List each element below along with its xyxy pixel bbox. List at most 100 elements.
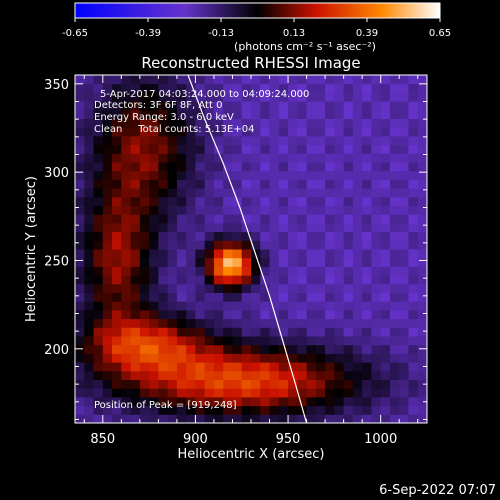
heatmap-cell — [195, 388, 206, 398]
heatmap-cell — [232, 118, 243, 128]
heatmap-cell — [149, 153, 159, 163]
heatmap-cell — [167, 153, 178, 163]
heatmap-cell — [251, 396, 261, 407]
heatmap-cell — [288, 127, 298, 137]
heatmap-cell — [278, 101, 289, 111]
heatmap-cell — [371, 266, 382, 276]
heatmap-cell — [315, 327, 326, 337]
heatmap-cell — [102, 170, 113, 180]
heatmap-cell — [84, 266, 95, 276]
heatmap-cell — [176, 396, 187, 407]
heatmap-cell — [149, 240, 159, 250]
heatmap-cell — [399, 327, 409, 337]
heatmap-cell — [93, 170, 104, 180]
heatmap-cell — [176, 309, 187, 320]
heatmap-cell — [130, 231, 141, 241]
heatmap-cell — [343, 118, 354, 128]
heatmap-cell — [139, 170, 150, 180]
heatmap-cell — [380, 283, 391, 293]
heatmap-cell — [334, 75, 345, 85]
heatmap-cell — [315, 388, 326, 398]
heatmap-cell — [232, 144, 243, 154]
heatmap-cell — [112, 405, 122, 415]
heatmap-cell — [75, 292, 85, 302]
heatmap-cell — [213, 309, 224, 320]
heatmap-cell — [389, 370, 400, 380]
heatmap-cell — [278, 75, 289, 85]
heatmap-cell — [325, 222, 335, 233]
heatmap-cell — [158, 275, 169, 285]
heatmap-cell — [176, 135, 187, 146]
heatmap-cell — [306, 240, 317, 250]
heatmap-cell — [112, 353, 122, 363]
heatmap-cell — [343, 414, 354, 423]
heatmap-cell — [362, 414, 372, 423]
heatmap-cell — [241, 92, 252, 102]
heatmap-cell — [102, 231, 113, 241]
heatmap-cell — [213, 188, 224, 198]
heatmap-cell — [121, 301, 132, 311]
heatmap-cell — [93, 309, 104, 320]
heatmap-cell — [325, 92, 335, 102]
heatmap-cell — [130, 257, 141, 267]
heatmap-cell — [362, 135, 372, 146]
heatmap-cell — [102, 266, 113, 276]
heatmap-cell — [297, 135, 308, 146]
heatmap-cell — [213, 336, 224, 346]
heatmap-cell — [186, 214, 196, 224]
y-tick-label: 250 — [44, 254, 69, 269]
heatmap-cell — [84, 318, 95, 328]
heatmap-cell — [130, 362, 141, 372]
heatmap-cell — [213, 205, 224, 215]
heatmap-cell — [251, 275, 261, 285]
heatmap-cell — [130, 266, 141, 276]
heatmap-cell — [297, 414, 308, 423]
heatmap-cell — [121, 336, 132, 346]
heatmap-cell — [93, 336, 104, 346]
heatmap-cell — [417, 388, 427, 398]
heatmap-cell — [297, 240, 308, 250]
heatmap-cell — [186, 231, 196, 241]
heatmap-cell — [251, 240, 261, 250]
heatmap-cell — [334, 109, 345, 119]
heatmap-cell — [315, 222, 326, 233]
heatmap-cell — [130, 301, 141, 311]
heatmap-cell — [93, 127, 104, 137]
heatmap-cell — [149, 396, 159, 407]
heatmap-cell — [417, 135, 427, 146]
heatmap-cell — [399, 179, 409, 189]
heatmap-cell — [84, 179, 95, 189]
heatmap-cell — [158, 362, 169, 372]
heatmap-cell — [325, 170, 335, 180]
heatmap-cell — [241, 283, 252, 293]
heatmap-cell — [325, 318, 335, 328]
heatmap-cell — [278, 336, 289, 346]
heatmap-cell — [130, 370, 141, 380]
heatmap-cell — [380, 144, 391, 154]
heatmap-cell — [362, 301, 372, 311]
heatmap-cell — [204, 109, 215, 119]
heatmap-cell — [232, 170, 243, 180]
heatmap-cell — [167, 414, 178, 423]
heatmap-cell — [362, 222, 372, 233]
heatmap-cell — [139, 92, 150, 102]
heatmap-cell — [389, 196, 400, 206]
heatmap-cell — [288, 118, 298, 128]
heatmap-cell — [204, 301, 215, 311]
heatmap-cell — [102, 414, 113, 423]
heatmap-cell — [93, 362, 104, 372]
heatmap-cell — [102, 118, 113, 128]
heatmap-cell — [306, 75, 317, 85]
y-tick-label: 350 — [44, 78, 69, 93]
heatmap-cell — [232, 283, 243, 293]
heatmap-cell — [417, 301, 427, 311]
heatmap-cell — [195, 83, 206, 93]
heatmap-cell — [334, 170, 345, 180]
heatmap-cell — [371, 144, 382, 154]
heatmap-cell — [167, 249, 178, 259]
heatmap-cell — [139, 127, 150, 137]
heatmap-cell — [288, 275, 298, 285]
heatmap-cell — [408, 101, 419, 111]
heatmap-cell — [278, 127, 289, 137]
heatmap-cell — [232, 153, 243, 163]
